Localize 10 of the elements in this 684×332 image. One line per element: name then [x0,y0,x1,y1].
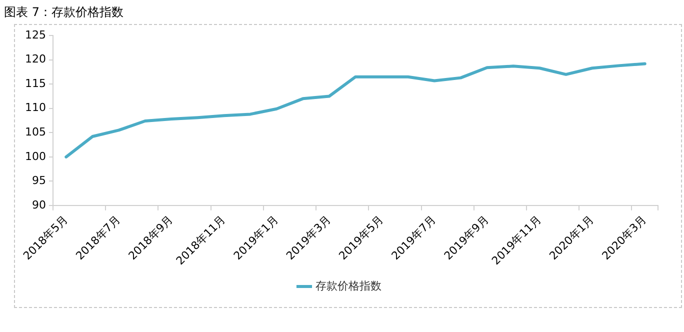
y-tick-label: 90 [32,198,46,212]
y-tick-label: 125 [24,28,46,42]
y-tick-label: 105 [24,126,46,138]
y-tick-label: 95 [32,174,46,188]
y-tick-label: 110 [24,101,46,114]
legend-label: 存款价格指数 [315,279,382,292]
y-tick-label: 120 [24,52,46,66]
y-tick-label: 100 [24,150,46,163]
chart-title: 图表 7：存款价格指数 [4,4,124,21]
y-tick-label: 115 [24,76,46,90]
